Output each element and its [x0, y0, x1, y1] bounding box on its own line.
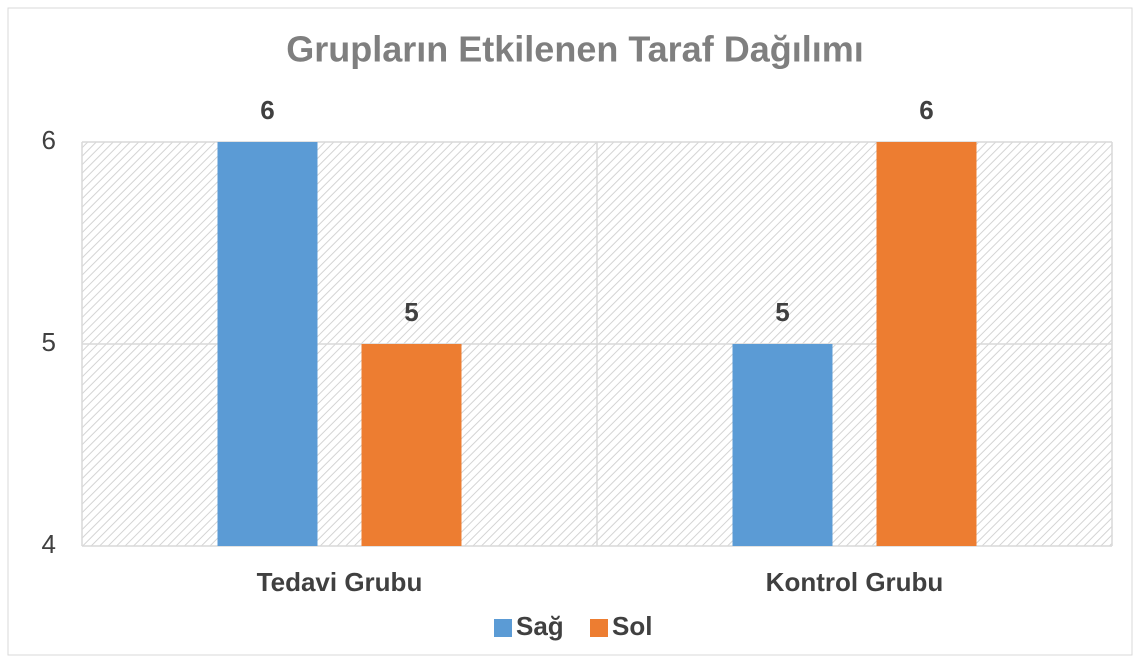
bar	[217, 142, 318, 546]
data-label: 6	[260, 95, 274, 125]
bar	[732, 344, 833, 546]
bar	[876, 142, 977, 546]
legend-label: Sağ	[516, 611, 564, 641]
y-tick-label: 6	[42, 125, 56, 155]
bar	[361, 344, 462, 546]
data-label: 5	[404, 297, 418, 327]
data-label: 6	[919, 95, 933, 125]
legend-swatch	[494, 619, 512, 637]
chart-title: Grupların Etkilenen Taraf Dağılımı	[286, 29, 863, 70]
y-tick-label: 4	[42, 529, 56, 559]
x-tick-label: Kontrol Grubu	[766, 567, 944, 597]
legend-swatch	[590, 619, 608, 637]
data-label: 5	[775, 297, 789, 327]
legend-label: Sol	[612, 611, 652, 641]
y-tick-label: 5	[42, 327, 56, 357]
x-tick-label: Tedavi Grubu	[257, 567, 423, 597]
